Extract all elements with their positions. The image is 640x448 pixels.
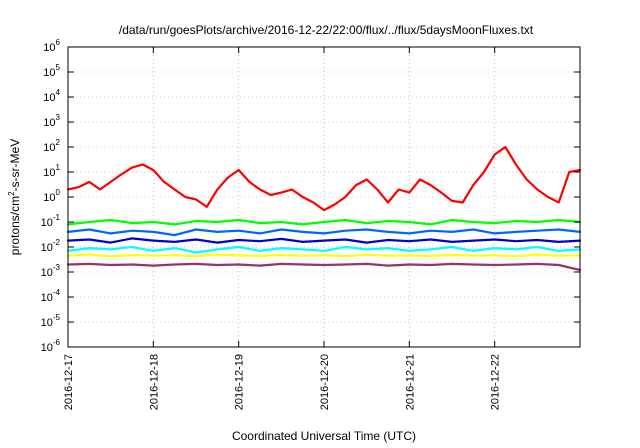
- y-tick-exponent: 5: [56, 63, 61, 72]
- y-tick-label: 103: [43, 113, 60, 129]
- y-tick-label: 10-5: [41, 313, 61, 329]
- y-tick-exponent: -1: [53, 213, 61, 222]
- y-tick-exponent: -4: [53, 288, 61, 297]
- data-series: [66, 145, 582, 272]
- y-tick-exponent: -6: [53, 338, 61, 347]
- y-tick-base: 10: [41, 317, 53, 329]
- y-tick-exponent: 1: [56, 163, 61, 172]
- y-axis-label-sup: 2: [7, 191, 16, 196]
- y-axis-label-suffix: -s-sr-MeV: [8, 139, 22, 192]
- y-axis-label: protons/cm2-s-sr-MeV: [7, 139, 22, 255]
- y-tick-base: 10: [43, 192, 55, 204]
- y-axis-label-prefix: protons/cm: [8, 196, 22, 255]
- y-tick-exponent: -2: [53, 238, 61, 247]
- series-line-6: [66, 262, 582, 272]
- y-tick-label: 10-4: [41, 288, 61, 304]
- series-line-2: [66, 245, 582, 254]
- y-tick-label: 10-2: [41, 238, 61, 254]
- x-tick-label: 2016-12-17: [63, 354, 75, 410]
- chart-title: /data/run/goesPlots/archive/2016-12-22/2…: [119, 23, 534, 37]
- y-tick-label: 106: [43, 38, 60, 54]
- series-line-0: [66, 145, 582, 212]
- y-tick-base: 10: [41, 292, 53, 304]
- y-tick-base: 10: [43, 167, 55, 179]
- y-tick-exponent: 4: [56, 88, 61, 97]
- x-tick-label: 2016-12-19: [234, 354, 246, 410]
- y-tick-exponent: 3: [56, 113, 61, 122]
- y-tick-label: 102: [43, 138, 60, 154]
- y-tick-exponent: -5: [53, 313, 61, 322]
- x-tick-label: 2016-12-21: [404, 354, 416, 410]
- y-tick-base: 10: [41, 267, 53, 279]
- series-line-1: [66, 218, 582, 226]
- y-tick-exponent: -3: [53, 263, 61, 272]
- y-tick-base: 10: [43, 67, 55, 79]
- y-tick-label: 10-6: [41, 338, 61, 354]
- x-tick-label: 2016-12-20: [319, 354, 331, 410]
- y-tick-label: 104: [43, 88, 60, 104]
- series-line-3: [66, 228, 582, 237]
- y-tick-label: 10-3: [41, 263, 61, 279]
- y-tick-exponent: 6: [56, 38, 61, 47]
- series-line-5: [66, 253, 582, 258]
- y-tick-label: 100: [43, 188, 60, 204]
- y-tick-base: 10: [41, 342, 53, 354]
- y-tick-base: 10: [43, 117, 55, 129]
- x-axis-label: Coordinated Universal Time (UTC): [232, 429, 416, 443]
- y-tick-label: 10-1: [41, 213, 61, 229]
- x-axis-ticks: 2016-12-17 2016-12-18 2016-12-19 2016-12-20…: [63, 47, 502, 410]
- x-tick-label: 2016-12-18: [148, 354, 160, 410]
- grid: [68, 47, 580, 347]
- y-tick-base: 10: [41, 217, 53, 229]
- y-tick-label: 101: [43, 163, 60, 179]
- y-tick-exponent: 2: [56, 138, 61, 147]
- x-tick-label: 2016-12-22: [490, 354, 502, 410]
- y-axis-ticks: 10-610-510-410-310-210-11001011021031041…: [41, 38, 580, 354]
- y-tick-base: 10: [41, 242, 53, 254]
- y-tick-base: 10: [43, 142, 55, 154]
- y-tick-label: 105: [43, 63, 60, 79]
- y-tick-base: 10: [43, 42, 55, 54]
- series-line-4: [66, 237, 582, 244]
- y-tick-exponent: 0: [56, 188, 61, 197]
- y-tick-base: 10: [43, 92, 55, 104]
